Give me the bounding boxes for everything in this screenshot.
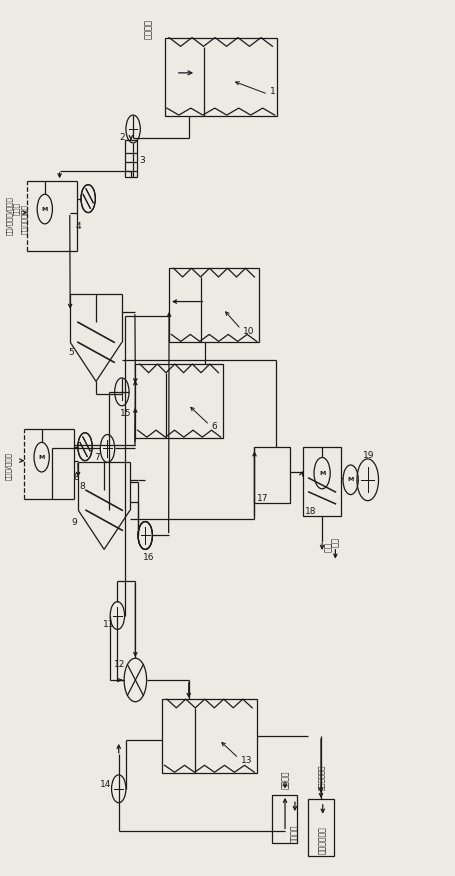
Text: 自蒸发结晶装置: 自蒸发结晶装置 bbox=[21, 204, 28, 234]
Bar bbox=[303, 447, 341, 516]
Text: 5: 5 bbox=[68, 349, 74, 357]
Text: M: M bbox=[319, 470, 325, 476]
Text: 石灰/硫酸钠/絮凝剂: 石灰/硫酸钠/絮凝剂 bbox=[6, 196, 12, 236]
Text: 16: 16 bbox=[143, 553, 155, 562]
Text: 蒸发结盐装置: 蒸发结盐装置 bbox=[318, 826, 327, 854]
Text: 4: 4 bbox=[76, 223, 81, 231]
Bar bbox=[165, 38, 277, 116]
Text: 蒸发结盐装置: 蒸发结盐装置 bbox=[318, 765, 324, 790]
Text: 脱硫废水: 脱硫废水 bbox=[144, 19, 153, 39]
Text: 18: 18 bbox=[305, 507, 317, 517]
Text: 6: 6 bbox=[212, 422, 217, 431]
Bar bbox=[125, 140, 136, 177]
Bar bbox=[273, 795, 297, 843]
Text: 10: 10 bbox=[243, 327, 255, 336]
Bar bbox=[136, 364, 223, 438]
Text: M: M bbox=[348, 477, 354, 483]
Text: 3: 3 bbox=[139, 156, 145, 165]
Text: 加药系统: 加药系统 bbox=[281, 771, 289, 789]
Text: M: M bbox=[41, 207, 48, 212]
Text: 1: 1 bbox=[270, 88, 276, 96]
Bar bbox=[308, 799, 334, 856]
Text: 17: 17 bbox=[257, 494, 268, 504]
Text: 排泥: 排泥 bbox=[324, 541, 334, 552]
Text: 14: 14 bbox=[100, 780, 111, 789]
Text: 15: 15 bbox=[120, 409, 131, 418]
Text: 8: 8 bbox=[79, 483, 85, 491]
Text: 9: 9 bbox=[71, 518, 77, 527]
Text: 碳酸钠/絮凝剂: 碳酸钠/絮凝剂 bbox=[5, 452, 11, 480]
Text: 12: 12 bbox=[114, 660, 125, 668]
Text: 2: 2 bbox=[120, 133, 125, 142]
Text: 7: 7 bbox=[94, 453, 100, 462]
Bar bbox=[169, 268, 259, 343]
Text: 11: 11 bbox=[102, 620, 114, 629]
Bar bbox=[162, 699, 257, 774]
Bar bbox=[254, 447, 290, 504]
Text: 加药系统: 加药系统 bbox=[290, 825, 299, 844]
Text: M: M bbox=[39, 455, 45, 460]
Text: 排泥: 排泥 bbox=[331, 538, 340, 548]
Text: 8: 8 bbox=[74, 473, 80, 482]
Text: 浓缩液: 浓缩液 bbox=[13, 202, 20, 215]
Text: 13: 13 bbox=[241, 756, 253, 765]
Text: 19: 19 bbox=[363, 451, 375, 460]
